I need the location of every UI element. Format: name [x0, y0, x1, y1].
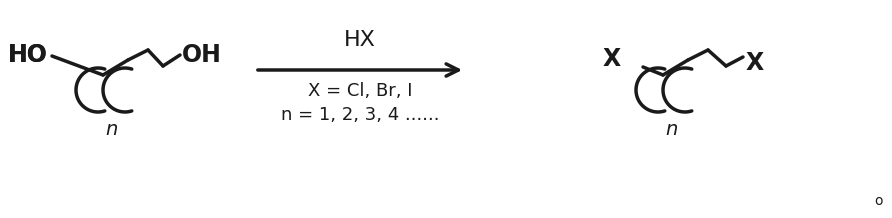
Text: HX: HX: [344, 30, 376, 50]
Text: OH: OH: [182, 43, 222, 67]
Text: X = Cl, Br, I: X = Cl, Br, I: [308, 82, 412, 100]
Text: n: n: [105, 120, 118, 139]
Text: HO: HO: [8, 43, 48, 67]
Text: X: X: [603, 47, 621, 71]
Text: n = 1, 2, 3, 4 ......: n = 1, 2, 3, 4 ......: [281, 106, 439, 124]
Text: n: n: [665, 120, 678, 139]
Text: o: o: [874, 194, 883, 208]
Text: HO: HO: [8, 43, 48, 67]
Text: X: X: [746, 51, 764, 75]
